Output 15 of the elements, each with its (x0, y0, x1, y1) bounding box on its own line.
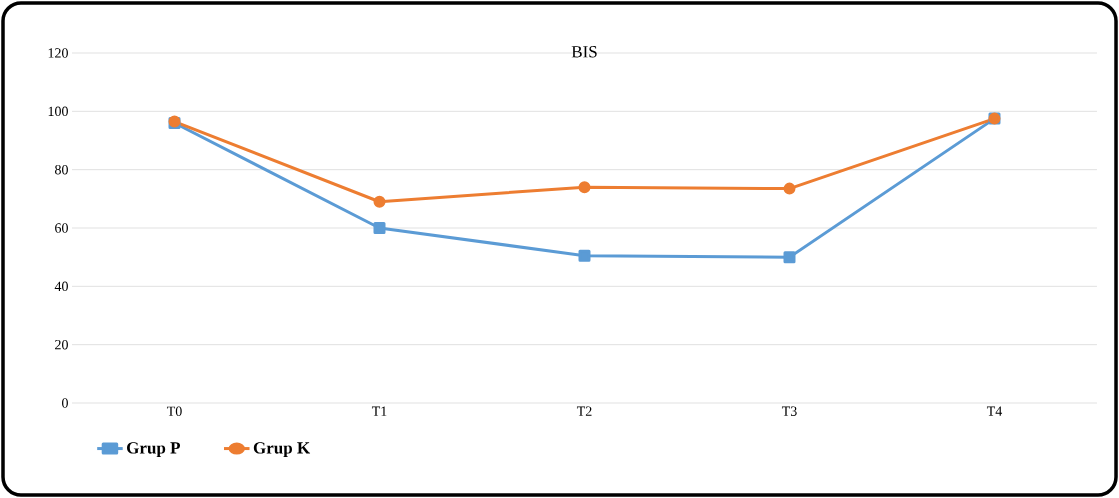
y-tick-label: 100 (48, 106, 68, 117)
y-tick-label: 40 (54, 281, 68, 292)
y-tick-label: 20 (55, 339, 68, 350)
y-tick-label: 60 (55, 223, 68, 233)
y-tick-label: 120 (48, 48, 68, 58)
y-tick-label: 0 (62, 398, 68, 408)
x-tick-label: T3 (781, 406, 797, 416)
legend-label: Grup K (253, 442, 311, 458)
legend-label: Grup P (127, 442, 181, 458)
y-tick-label: 80 (55, 164, 68, 175)
x-tick-label: T0 (166, 406, 182, 416)
x-tick-label: T4 (986, 406, 1003, 416)
x-tick-label: T1 (371, 406, 387, 416)
chart-title: BIS (571, 46, 597, 58)
x-tick-label: T2 (576, 406, 592, 416)
